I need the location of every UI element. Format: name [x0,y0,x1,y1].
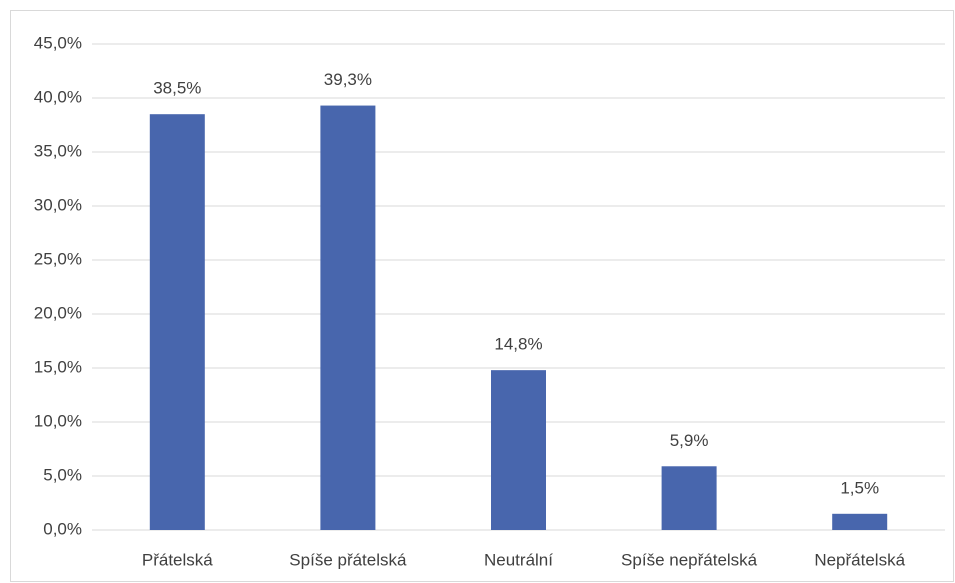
x-tick-label: Neutrální [484,550,553,569]
y-tick-label: 5,0% [43,465,82,484]
x-tick-label: Spíše nepřátelská [621,550,758,569]
bar [320,105,376,530]
y-tick-label: 10,0% [34,411,82,430]
data-label: 1,5% [840,478,879,497]
x-tick-label: Přátelská [142,550,213,569]
y-tick-label: 15,0% [34,357,82,376]
y-tick-label: 35,0% [34,141,82,160]
y-tick-label: 40,0% [34,87,82,106]
y-tick-label: 45,0% [34,33,82,52]
y-tick-label: 30,0% [34,195,82,214]
bar [149,114,205,530]
y-tick-label: 0,0% [43,519,82,538]
bar [661,466,717,530]
y-tick-label: 20,0% [34,303,82,322]
data-label: 39,3% [324,70,372,89]
y-tick-label: 25,0% [34,249,82,268]
bar [832,513,888,530]
bar [491,370,546,530]
x-tick-label: Spíše přátelská [289,550,407,569]
data-label: 5,9% [670,431,709,450]
data-label: 14,8% [494,335,542,354]
data-label: 38,5% [153,79,201,98]
x-tick-label: Nepřátelská [814,550,905,569]
